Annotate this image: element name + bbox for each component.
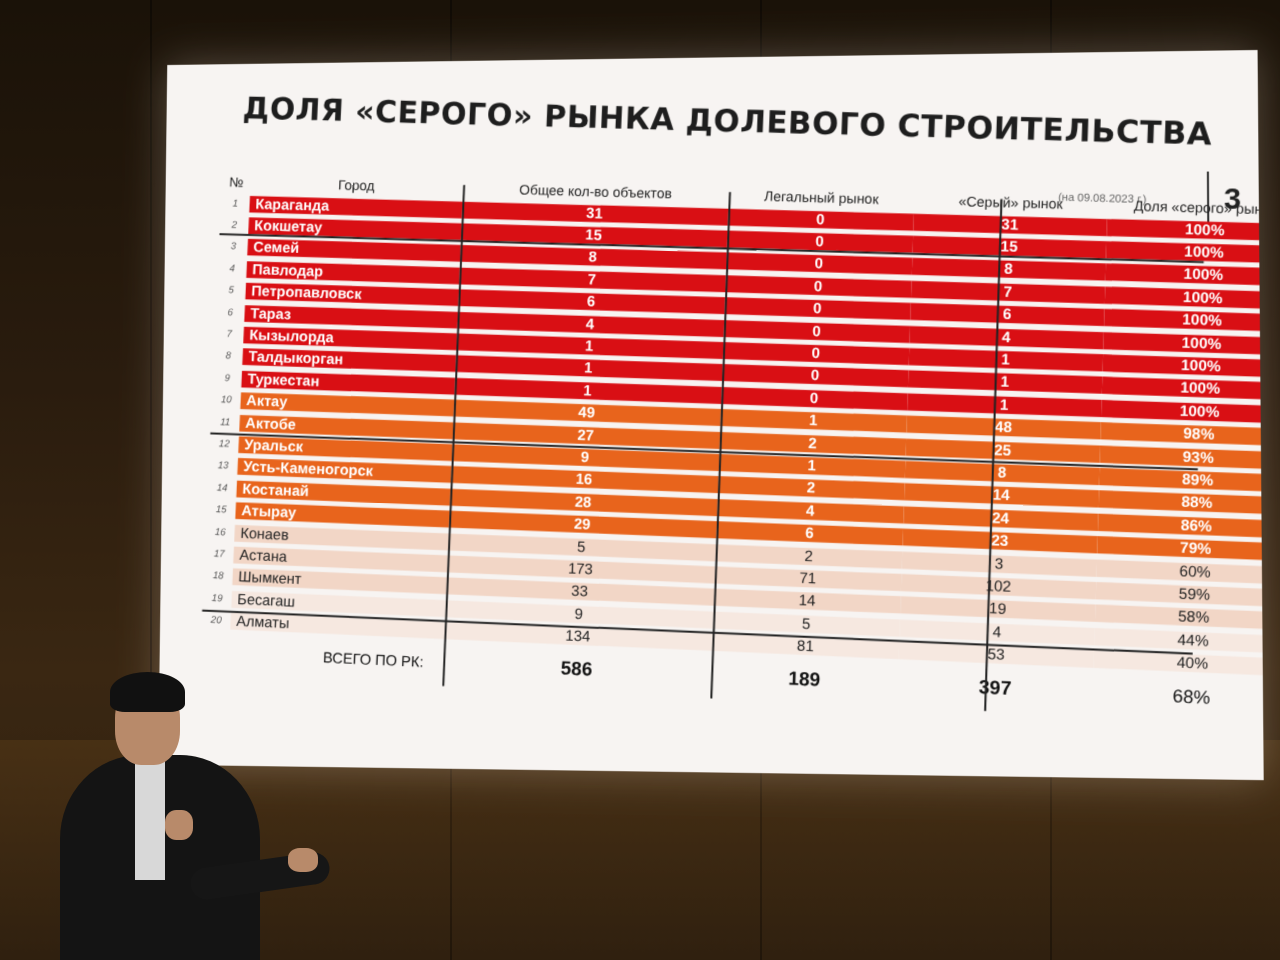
slide: ДОЛЯ «СЕРОГО» РЫНКА ДОЛЕВОГО СТРОИТЕЛЬСТ… [158,50,1263,780]
cell-grey: 31 [913,214,1107,236]
cell-legal: 0 [724,320,910,343]
cell-no: 18 [203,570,232,582]
cell-no: 19 [202,592,231,604]
totals-legal: 189 [711,665,899,696]
cell-no: 8 [214,351,243,363]
presenter-hand [165,810,193,840]
table-body: 1 Караганда 31 0 31 100% 2 Кокшетау 15 0 15 100% 3 Се… [201,192,1205,675]
cell-no: 5 [217,285,246,297]
presenter-hair [110,672,185,712]
cell-no: 3 [219,241,248,253]
totals-label: ВСЕГО ПО РК: [229,646,444,673]
cell-no: 6 [216,307,245,319]
slide-title: ДОЛЯ «СЕРОГО» РЫНКА ДОЛЕВОГО СТРОИТЕЛЬСТ… [242,91,1213,153]
cell-no: 10 [212,394,241,406]
presenter [60,680,300,960]
cell-no: 9 [213,373,242,385]
cell-no: 12 [210,438,239,450]
cell-no: 14 [208,482,237,494]
cell-city: Караганда [249,196,462,218]
totals-grey: 397 [898,673,1094,704]
cell-no: 20 [201,615,230,627]
header-no: № [221,174,251,193]
projection-screen: ДОЛЯ «СЕРОГО» РЫНКА ДОЛЕВОГО СТРОИТЕЛЬСТ… [158,50,1263,780]
cell-no: 15 [207,504,236,516]
cell-grey: 8 [912,258,1106,281]
totals-share: 68% [1093,683,1264,714]
cell-legal: 0 [728,209,914,231]
cell-no: 16 [206,526,235,538]
cell-no: 7 [215,329,244,341]
cell-share: 100% [1107,219,1264,242]
cell-no: 2 [220,220,249,232]
presenter-pointing-hand [288,848,318,872]
cell-no: 4 [218,263,247,275]
cell-grey: 7 [911,281,1105,304]
cell-no: 11 [211,416,240,428]
cell-share: 100% [1105,264,1263,287]
presenter-shirt [135,760,165,880]
cell-legal: 0 [724,298,910,321]
cell-legal: 0 [726,253,912,275]
cell-legal: 0 [725,275,911,298]
cell-grey: 6 [910,303,1104,326]
grey-market-table: № Город Общее кол-во объектов Легальный … [199,150,1206,721]
cell-no: 13 [209,460,238,472]
cell-no: 17 [205,548,234,560]
cell-no: 1 [221,198,250,209]
totals-total: 586 [443,653,712,687]
